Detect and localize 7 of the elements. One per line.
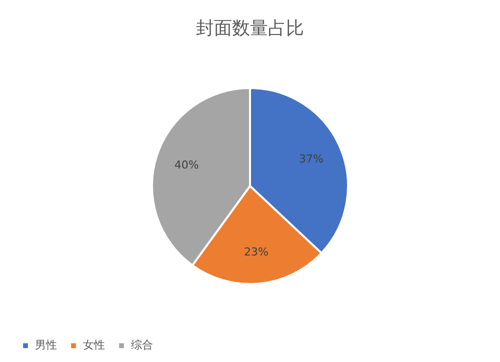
- legend-label: 女性: [83, 338, 105, 352]
- data-label: 37%: [298, 152, 324, 166]
- legend-label: 综合: [131, 338, 153, 352]
- chart-title: 封面数量占比: [196, 18, 304, 39]
- data-label: 23%: [244, 245, 268, 258]
- legend-label: 男性: [35, 338, 57, 352]
- data-label: 40%: [174, 158, 199, 172]
